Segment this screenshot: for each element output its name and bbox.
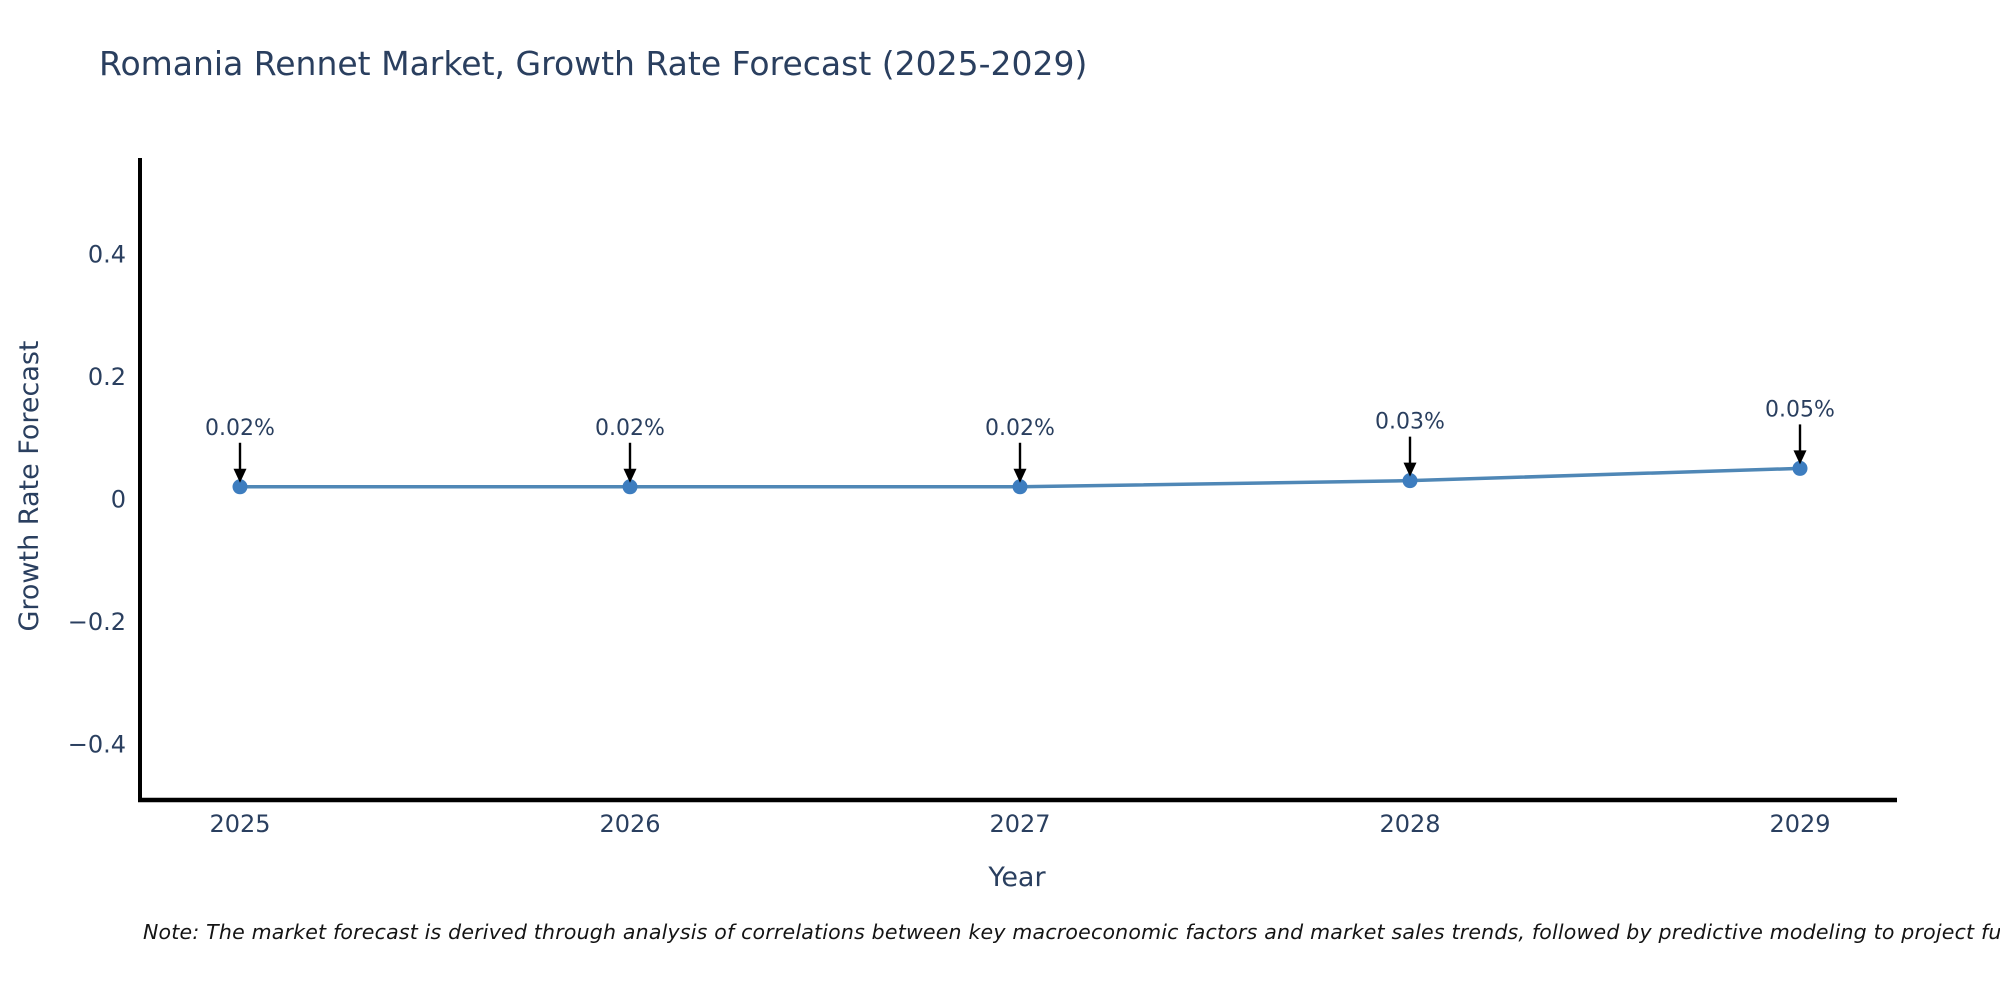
data-point-marker (1792, 460, 1808, 476)
footnote: Note: The market forecast is derived thr… (143, 920, 2000, 944)
y-tick-label: 0 (111, 486, 126, 514)
annotation-arrowhead (1013, 468, 1027, 483)
x-tick-label: 2028 (1379, 810, 1440, 838)
data-point-marker (232, 479, 248, 495)
y-axis-title: Growth Rate Forecast (14, 340, 45, 631)
y-tick-label: −0.4 (68, 730, 126, 758)
data-point-marker (1012, 479, 1028, 495)
annotation-arrowhead (623, 468, 637, 483)
data-point-label: 0.03% (1375, 410, 1445, 435)
x-axis-title: Year (987, 862, 1046, 893)
data-point-marker (1402, 473, 1418, 489)
y-tick-label: 0.2 (88, 363, 126, 391)
y-tick-label: 0.4 (88, 241, 126, 269)
chart-title: Romania Rennet Market, Growth Rate Forec… (99, 44, 1088, 83)
annotation-arrowhead (1403, 462, 1417, 477)
x-tick-label: 2025 (209, 810, 270, 838)
x-tick-label: 2029 (1769, 810, 1830, 838)
annotation-arrowhead (233, 468, 247, 483)
data-point-label: 0.02% (205, 416, 275, 441)
data-point-label: 0.05% (1765, 397, 1835, 422)
x-tick-label: 2026 (599, 810, 660, 838)
y-tick-label: −0.2 (68, 608, 126, 636)
data-point-label: 0.02% (985, 416, 1055, 441)
annotation-arrowhead (1793, 450, 1807, 465)
data-point-marker (622, 479, 638, 495)
data-point-label: 0.02% (595, 416, 665, 441)
x-tick-label: 2027 (989, 810, 1050, 838)
